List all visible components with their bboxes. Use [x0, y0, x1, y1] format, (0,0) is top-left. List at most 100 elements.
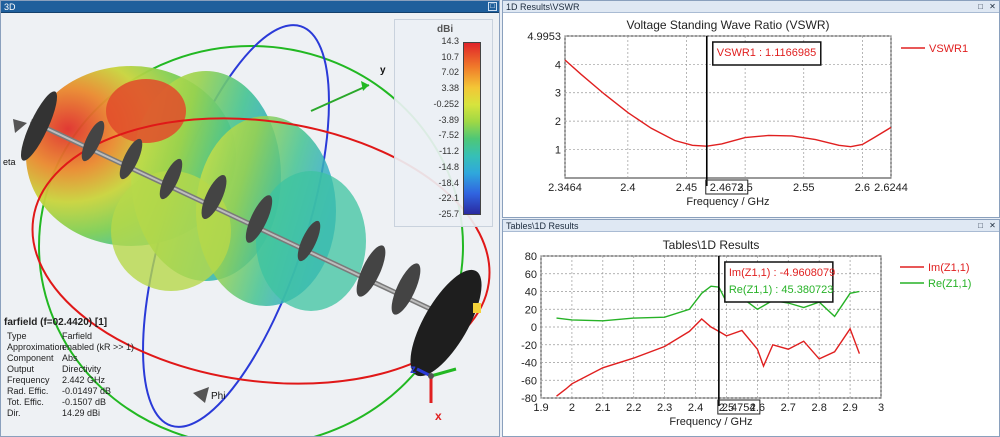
y-tick-label: -80 — [521, 393, 537, 405]
panel-vswr[interactable]: 1D Results\VSWR □ ✕ Voltage Standing Wav… — [502, 0, 1000, 218]
phi-axis-label: Phi — [211, 391, 226, 402]
maximize-icon[interactable]: □ — [488, 2, 497, 11]
info-row: Dir. 14.29 dBi — [4, 408, 154, 419]
x-tick-label: 2.6244 — [874, 182, 908, 194]
y-tick-label: -60 — [521, 375, 537, 387]
marker-value-label: VSWR1 : 1.1166985 — [717, 47, 816, 59]
y-tick-label: 4.9953 — [527, 31, 561, 43]
x-tick-label: 2.5 — [719, 402, 734, 414]
y-tick-label: 80 — [525, 251, 537, 263]
x-axis-label: x — [435, 409, 442, 423]
series-line — [564, 59, 892, 148]
x-axis-title: Frequency / GHz — [686, 196, 769, 208]
z-axis-label: z — [410, 362, 416, 376]
colorbar-tick-label: 10.7 — [441, 51, 459, 62]
info-key: Output — [7, 364, 35, 374]
x-tick-label: 2 — [569, 402, 575, 414]
y-tick-label: 2 — [555, 116, 561, 128]
info-value: 14.29 dBi — [62, 408, 101, 418]
info-key: Component — [7, 353, 54, 363]
colorbar-tick-label: -7.52 — [438, 130, 459, 141]
y-tick-label: 1 — [555, 145, 561, 157]
info-key: Tot. Effic. — [7, 397, 44, 407]
green-ring — [38, 45, 464, 436]
x-tick-label: 2.3 — [657, 402, 672, 414]
x-tick-label: 2.4 — [620, 182, 635, 194]
phi-handle[interactable] — [193, 387, 209, 403]
panel-vswr-title: 1D Results\VSWR — [506, 2, 580, 12]
yagi-antenna — [20, 91, 482, 377]
panel-3d[interactable]: 3D □ — [0, 0, 500, 437]
y-tick-label: 40 — [525, 287, 537, 299]
farfield-info-title: farfield (f=02.4420) [1] — [4, 317, 108, 328]
panel-vswr-titlebar[interactable]: 1D Results\VSWR □ ✕ — [503, 1, 999, 13]
info-value: -0.01497 dB — [62, 386, 112, 396]
vswr-chart[interactable]: Voltage Standing Wave Ratio (VSWR) 2.3464… — [503, 13, 999, 217]
chart-title: Voltage Standing Wave Ratio (VSWR) — [627, 18, 830, 32]
x-tick-label: 2.8 — [812, 402, 827, 414]
x-tick-label: 2.7 — [781, 402, 796, 414]
colorbar-tick-label: 3.38 — [441, 83, 459, 94]
theta-handle[interactable] — [13, 119, 27, 133]
red-ring — [31, 117, 491, 385]
info-key: Approximation — [7, 342, 65, 352]
x-axis-title: Frequency / GHz — [669, 416, 752, 428]
info-row: Tot. Effic. -0.1507 dB — [4, 397, 154, 408]
marker-value-label: Im(Z1,1) : -4.9608079 — [729, 267, 835, 279]
colorbar-tick-label: -18.4 — [438, 177, 459, 188]
close-icon[interactable]: ✕ — [989, 221, 996, 230]
x-tick-label: 2.45 — [676, 182, 697, 194]
marker-x-box — [717, 399, 761, 415]
y-axis-arrow — [310, 84, 370, 112]
chart-title: Tables\1D Results — [663, 238, 760, 252]
info-key: Frequency — [7, 375, 50, 385]
series-line — [556, 318, 861, 397]
colorbar-tick-label: -14.8 — [438, 161, 459, 172]
y-tick-label: 60 — [525, 269, 537, 281]
panel-tables[interactable]: Tables\1D Results □ ✕ Tables\1D Results 1… — [502, 219, 1000, 437]
colorbar-tick-label: 7.02 — [441, 67, 459, 78]
info-value: Directivity — [62, 364, 102, 374]
info-key: Type — [7, 331, 27, 341]
x-tick-label: 2.4 — [688, 402, 703, 414]
x-tick-label: 2.6 — [750, 402, 765, 414]
maximize-icon[interactable]: □ — [978, 221, 983, 230]
marker-x-label: 2.4754 — [722, 402, 756, 414]
legend-label: Im(Z1,1) — [928, 262, 970, 274]
marker-value-label: Re(Z1,1) : 45.380723 — [729, 284, 834, 296]
marker-label-box — [712, 41, 822, 66]
y-tick-label: -20 — [521, 340, 537, 352]
marker-x-box — [705, 179, 749, 195]
info-value: Abs — [62, 353, 78, 363]
x-tick-label: 2.9 — [842, 402, 857, 414]
maximize-icon[interactable]: □ — [978, 2, 983, 11]
farfield-info: farfield (f=02.4420) [1] Type Farfield App… — [4, 317, 154, 419]
colorbar-tick-label: -3.89 — [438, 114, 459, 125]
y-tick-label: 4 — [555, 59, 561, 71]
info-value: enabled (kR >> 1) — [62, 342, 135, 352]
x-tick-label: 3 — [878, 402, 884, 414]
panel-tables-titlebar[interactable]: Tables\1D Results □ ✕ — [503, 220, 999, 232]
radiation-pattern — [26, 66, 366, 311]
x-tick-label: 2.55 — [793, 182, 814, 194]
info-key: Rad. Effic. — [7, 386, 49, 396]
panel-3d-title: 3D — [4, 2, 16, 12]
orientation-triad — [416, 367, 457, 403]
info-key: Dir. — [7, 408, 21, 418]
colorbar-tick-label: -22.1 — [438, 193, 459, 204]
x-tick-label: 2.2 — [626, 402, 641, 414]
info-value: 2.442 GHz — [62, 375, 106, 385]
legend-label: Re(Z1,1) — [928, 278, 971, 290]
panel-3d-titlebar[interactable]: 3D □ — [1, 1, 499, 13]
x-tick-label: 2.1 — [595, 402, 610, 414]
info-row: Approximation enabled (kR >> 1) — [4, 342, 154, 353]
x-tick-label: 2.5 — [737, 182, 752, 194]
x-tick-label: 2.3464 — [548, 182, 582, 194]
colorbar-gradient — [463, 42, 481, 215]
farfield-3d-view[interactable] — [1, 13, 500, 437]
close-icon[interactable]: ✕ — [989, 2, 996, 11]
x-tick-label: 2.6 — [855, 182, 870, 194]
legend-label: VSWR1 — [929, 43, 968, 55]
